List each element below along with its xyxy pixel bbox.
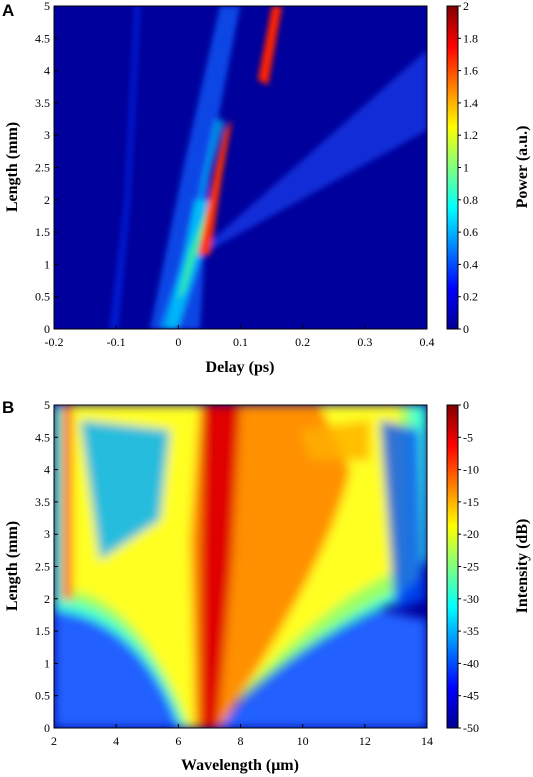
panel-b-heatmap xyxy=(54,405,427,728)
y-tick-label: 0 xyxy=(44,322,50,336)
y-tick-label: 0 xyxy=(44,721,50,735)
panel-b-y-ticks: 0 0.5 1 1.5 2 2.5 3 3.5 4 4.5 5 xyxy=(35,398,58,735)
panel-b-colorbar-label: Intensity (dB) xyxy=(514,519,531,614)
colorbar-tick-label: -10 xyxy=(463,463,479,477)
y-tick-label: 0.5 xyxy=(35,689,50,703)
colorbar-tick-label: 0.8 xyxy=(463,193,478,207)
y-tick-label: 1.5 xyxy=(35,624,50,638)
colorbar-tick-label: 1 xyxy=(463,161,469,175)
colorbar-tick-label: -50 xyxy=(463,721,479,735)
x-tick-label: -0.1 xyxy=(107,335,126,349)
y-tick-label: 1 xyxy=(44,257,50,271)
y-tick-label: 3.5 xyxy=(35,96,50,110)
panel-a-y-ticks: 0 0.5 1 1.5 2 2.5 3 3.5 4 4.5 5 xyxy=(35,0,58,336)
y-tick-label: 2.5 xyxy=(35,560,50,574)
colorbar-tick-label: 0.6 xyxy=(463,225,478,239)
y-tick-label: 3 xyxy=(44,128,50,142)
panel-a-x-axis-label: Delay (ps) xyxy=(206,359,275,376)
colorbar-tick-label: -35 xyxy=(463,624,479,638)
x-tick-label: 0 xyxy=(175,335,181,349)
panel-a-colorbar-label: Power (a.u.) xyxy=(514,126,531,209)
y-tick-label: 3 xyxy=(44,527,50,541)
colorbar-tick-label: -45 xyxy=(463,689,479,703)
colorbar-tick-label: -30 xyxy=(463,592,479,606)
y-tick-label: 2 xyxy=(44,193,50,207)
y-tick-label: 4 xyxy=(44,64,50,78)
y-tick-label: 5 xyxy=(44,0,50,13)
colorbar-tick-label: -20 xyxy=(463,527,479,541)
x-tick-label: 0.3 xyxy=(357,335,372,349)
x-tick-label: 10 xyxy=(297,734,309,748)
colorbar-tick-label: 0 xyxy=(463,398,469,412)
colorbar-tick-label: -25 xyxy=(463,560,479,574)
y-tick-label: 1 xyxy=(44,656,50,670)
x-tick-label: 0.4 xyxy=(420,335,435,349)
y-tick-label: 0.5 xyxy=(35,290,50,304)
x-tick-label: -0.2 xyxy=(45,335,64,349)
colorbar-tick-label: -15 xyxy=(463,495,479,509)
colorbar-tick-label: 1.8 xyxy=(463,31,478,45)
x-tick-label: 12 xyxy=(359,734,371,748)
colorbar-tick-label: 1.6 xyxy=(463,64,478,78)
y-tick-label: 3.5 xyxy=(35,495,50,509)
x-tick-label: 14 xyxy=(421,734,433,748)
panel-a-x-ticks: -0.2 -0.1 0 0.1 0.2 0.3 0.4 xyxy=(45,325,435,349)
panel-b-y-axis-label: Length (mm) xyxy=(4,521,21,611)
panel-a-heatmap xyxy=(54,6,427,329)
colorbar-tick-label: 0 xyxy=(463,322,469,336)
y-tick-label: 4 xyxy=(44,463,50,477)
panel-a-letter: A xyxy=(2,1,14,20)
colorbar-tick-label: -5 xyxy=(463,430,473,444)
y-tick-label: 2.5 xyxy=(35,161,50,175)
panel-b-letter: B xyxy=(2,398,14,417)
x-tick-label: 2 xyxy=(51,734,57,748)
x-tick-label: 0.1 xyxy=(233,335,248,349)
x-tick-label: 6 xyxy=(175,734,181,748)
colorbar-tick-label: 0.4 xyxy=(463,257,478,271)
panel-b-x-axis-label: Wavelength (μm) xyxy=(181,757,299,774)
y-tick-label: 2 xyxy=(44,592,50,606)
colorbar-tick-label: 2 xyxy=(463,0,469,13)
colorbar-tick-label: -40 xyxy=(463,656,479,670)
y-tick-label: 5 xyxy=(44,398,50,412)
y-tick-label: 4.5 xyxy=(35,430,50,444)
panel-b-x-ticks: 2 4 6 8 10 12 14 xyxy=(51,724,433,748)
panel-a-y-axis-label: Length (mm) xyxy=(4,122,21,212)
panel-b-colorbar-ticks: 0 -5 -10 -15 -20 -25 -30 -35 -40 -45 -50 xyxy=(458,398,479,735)
x-tick-label: 8 xyxy=(238,734,244,748)
colorbar-tick-label: 0.2 xyxy=(463,290,478,304)
y-tick-label: 4.5 xyxy=(35,31,50,45)
x-tick-label: 4 xyxy=(113,734,119,748)
y-tick-label: 1.5 xyxy=(35,225,50,239)
panel-b-colorbar xyxy=(446,404,459,729)
colorbar-tick-label: 1.2 xyxy=(463,128,478,142)
x-tick-label: 0.2 xyxy=(295,335,310,349)
panel-a-colorbar xyxy=(446,5,459,330)
colorbar-tick-label: 1.4 xyxy=(463,96,478,110)
panel-a-colorbar-ticks: 0 0.2 0.4 0.6 0.8 1 1.2 1.4 1.6 1.8 2 xyxy=(458,0,478,336)
